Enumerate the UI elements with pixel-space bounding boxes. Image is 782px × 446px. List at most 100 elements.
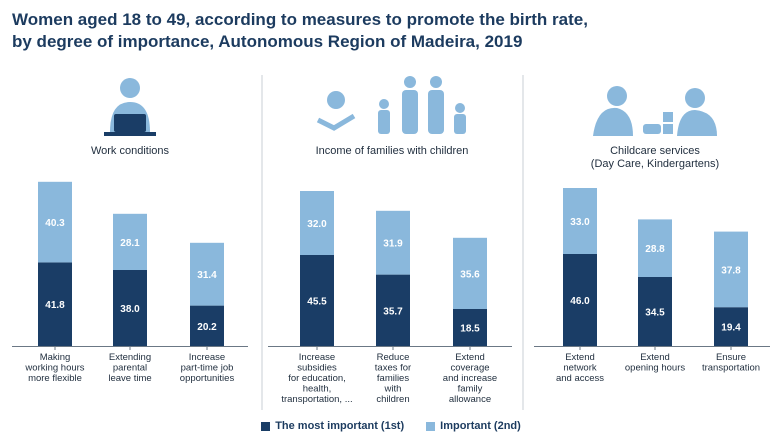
x-tick-label: opportunities <box>180 373 235 384</box>
legend: The most important (1st) Important (2nd) <box>0 420 782 432</box>
bar-second <box>714 231 748 308</box>
panel-title-2: Income of families with children <box>316 145 469 157</box>
icon-child-head-1 <box>379 99 389 109</box>
bar-first <box>38 262 72 346</box>
data-label-first: 20.2 <box>197 322 217 333</box>
x-tick-label: allowance <box>449 394 491 405</box>
legend-swatch-first <box>261 421 271 431</box>
icon-kid-body-2 <box>677 110 717 136</box>
x-tick-label: Increase <box>299 352 335 363</box>
data-label-second: 35.6 <box>460 269 480 280</box>
x-tick-label: transportation <box>702 363 760 374</box>
x-tick-label: part-time job <box>181 363 234 374</box>
data-label-first: 18.5 <box>460 324 480 335</box>
icon-laptop-base <box>104 132 156 136</box>
panel-title-3-line-2: (Day Care, Kindergartens) <box>591 158 719 170</box>
bar-first <box>376 274 410 346</box>
legend-swatch-second <box>426 421 436 431</box>
x-tick-label: Extend <box>565 352 595 363</box>
x-tick-label: Ensure <box>716 352 746 363</box>
icon-child-body-2 <box>454 114 466 134</box>
x-tick-label: Increase <box>189 352 225 363</box>
icon-parent-head-2 <box>430 76 442 88</box>
x-tick-label: Extend <box>640 352 670 363</box>
x-tick-label: network <box>563 363 597 374</box>
bar-second <box>190 242 224 306</box>
icon-child-head-2 <box>455 103 465 113</box>
data-label-first: 34.5 <box>645 308 665 319</box>
icon-hand <box>316 113 356 131</box>
x-tick-label: coverage <box>450 363 489 374</box>
data-label-second: 33.0 <box>570 217 590 228</box>
x-tick-label: and access <box>556 373 604 384</box>
x-tick-label: leave time <box>108 373 151 384</box>
data-label-second: 40.3 <box>45 218 65 229</box>
legend-label-second: Important (2nd) <box>440 420 521 432</box>
bar-second <box>300 191 334 255</box>
x-tick-label: transportation, ... <box>281 394 352 405</box>
bar-second <box>113 213 147 270</box>
icon-laptop <box>114 114 146 132</box>
data-label-second: 31.9 <box>383 239 403 250</box>
x-tick-label: parental <box>113 363 147 374</box>
bar-first <box>300 255 334 346</box>
bar-first <box>190 305 224 346</box>
icon-parent-head-1 <box>404 76 416 88</box>
bar-second <box>563 188 597 254</box>
data-label-first: 41.8 <box>45 300 65 311</box>
icon-money-bag <box>327 91 345 109</box>
x-tick-label: Extending <box>109 352 151 363</box>
icon-toy-car <box>643 124 661 134</box>
bar-second <box>376 210 410 275</box>
bar-first <box>453 309 487 346</box>
icon-parent-body-1 <box>402 90 418 134</box>
chart-title-line-2: by degree of importance, Autonomous Regi… <box>12 32 523 51</box>
data-label-first: 35.7 <box>383 306 403 317</box>
legend-item-second: Important (2nd) <box>426 420 521 432</box>
data-label-second: 28.1 <box>120 238 140 249</box>
icon-parent-body-2 <box>428 90 444 134</box>
bar-second <box>453 237 487 309</box>
x-tick-label: and increase <box>443 373 497 384</box>
x-tick-label: Reduce <box>377 352 410 363</box>
bar-first <box>563 254 597 346</box>
legend-label-first: The most important (1st) <box>275 420 405 432</box>
icon-kid-body-1 <box>593 107 633 136</box>
x-tick-label: children <box>376 394 409 405</box>
data-label-second: 31.4 <box>197 270 217 281</box>
x-tick-label: health, <box>303 384 332 395</box>
x-tick-label: taxes for <box>375 363 411 374</box>
bar-first <box>113 270 147 346</box>
x-tick-label: Extend <box>455 352 485 363</box>
x-tick-label: with <box>384 384 402 395</box>
icon-head <box>120 78 140 98</box>
data-label-first: 38.0 <box>120 304 140 315</box>
x-tick-label: more flexible <box>28 373 82 384</box>
x-tick-label: family <box>458 384 483 395</box>
panel-title-3-line-1: Childcare services <box>610 145 700 157</box>
data-label-second: 32.0 <box>307 219 327 230</box>
data-label-first: 45.5 <box>307 297 327 308</box>
icon-kid-head-1 <box>607 86 627 106</box>
chart-title-line-1: Women aged 18 to 49, according to measur… <box>12 10 588 29</box>
bar-first <box>638 277 672 346</box>
x-tick-label: subsidies <box>297 363 337 374</box>
chart-title: Women aged 18 to 49, according to measur… <box>12 9 772 53</box>
panel-title-1: Work conditions <box>91 145 170 157</box>
data-label-second: 37.8 <box>721 265 741 276</box>
bar-first <box>714 307 748 346</box>
x-tick-label: working hours <box>24 363 84 374</box>
x-tick-label: for education, <box>288 373 346 384</box>
bar-second <box>638 219 672 277</box>
x-tick-label: Making <box>40 352 71 363</box>
icon-toy-block-1 <box>663 112 673 122</box>
x-tick-label: families <box>377 373 409 384</box>
x-tick-label: opening hours <box>625 363 685 374</box>
family-with-money-icon <box>316 76 466 134</box>
icon-toy-block-2 <box>663 124 673 134</box>
legend-item-first: The most important (1st) <box>261 420 404 432</box>
bar-second <box>38 181 72 263</box>
icon-child-body-1 <box>378 110 390 134</box>
data-label-first: 19.4 <box>721 323 741 334</box>
